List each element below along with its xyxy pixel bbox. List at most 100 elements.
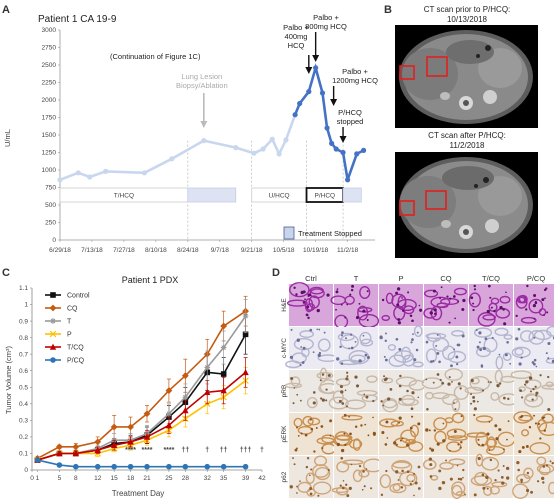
histology-nucleus — [472, 395, 476, 399]
chart-c-xtick-label: 42 — [258, 475, 266, 482]
histology-gland — [490, 297, 500, 305]
chart-c-ylabel: Tumor Volume (cm³) — [4, 345, 13, 414]
histology-cell — [286, 282, 333, 326]
histology-nucleus — [459, 477, 463, 481]
histology-column-header: T — [354, 274, 359, 283]
histology-nucleus — [383, 355, 386, 358]
histology-nucleus — [535, 394, 538, 397]
histology-gland — [426, 332, 442, 343]
panel-c: C Patient 1 PDX Tumor Volume (cm³) Treat… — [2, 267, 266, 498]
histology-nucleus — [470, 393, 472, 396]
histology-nucleus — [320, 425, 324, 428]
histology-nucleus — [310, 468, 313, 471]
significance-mark: **** — [142, 447, 153, 454]
histology-nucleus — [486, 309, 490, 314]
histology-nucleus — [454, 408, 457, 411]
histology-nucleus — [480, 365, 484, 368]
histology-nucleus — [410, 407, 414, 411]
histology-nucleus — [438, 486, 442, 491]
histology-gland — [409, 424, 420, 438]
histology-nucleus — [398, 421, 401, 424]
histology-cell — [466, 413, 516, 456]
histology-nucleus — [300, 432, 303, 435]
chart-c-ytick-label: 0.9 — [19, 318, 28, 325]
histology-nucleus — [477, 443, 480, 446]
histology-nucleus — [365, 468, 368, 470]
histology-nucleus — [306, 305, 310, 309]
histology-nucleus — [372, 399, 375, 403]
histology-nucleus — [499, 382, 502, 385]
data-point-circle — [166, 463, 172, 470]
histology-nucleus — [489, 296, 492, 299]
histology-nucleus — [457, 382, 461, 386]
legend-label: P — [67, 332, 72, 339]
histology-nucleus — [413, 494, 415, 497]
histology-gland — [451, 398, 461, 412]
histology-nucleus — [484, 337, 488, 341]
histology-nucleus — [491, 336, 494, 339]
histology-nucleus — [380, 400, 383, 403]
histology-nucleus — [470, 296, 474, 300]
chart-c-ytick-label: 0.6 — [19, 368, 28, 375]
histology-nucleus — [296, 338, 301, 342]
histology-nucleus — [316, 308, 320, 313]
panel-b: B CT scan prior to P/HCQ: 10/13/2018 CT … — [384, 4, 538, 258]
chart-a-xtick-label: 9/21/18 — [241, 247, 263, 254]
histology-nucleus — [396, 287, 401, 291]
annotation-text: 400mg — [285, 32, 308, 41]
histology-nucleus — [547, 375, 550, 379]
histology-gland — [441, 393, 459, 406]
annotation-text: 1200mg HCQ — [332, 76, 378, 85]
histology-gland — [491, 481, 508, 488]
histology-nucleus — [505, 466, 510, 471]
histology-gland — [529, 442, 551, 455]
histology-gland — [317, 338, 331, 352]
histology-nucleus — [487, 381, 490, 383]
histology-nucleus — [304, 298, 306, 301]
histology-nucleus — [545, 352, 548, 355]
histology-nucleus — [460, 441, 463, 444]
data-point-star — [204, 365, 210, 370]
histology-nucleus — [486, 432, 490, 436]
data-point-diamond — [94, 438, 102, 446]
data-point — [324, 125, 330, 131]
histology-nucleus — [436, 373, 440, 376]
histology-gland — [518, 414, 534, 422]
histology-nucleus — [410, 341, 413, 344]
chart-c-ytick-label: 1.1 — [19, 285, 28, 292]
annotation-arrowhead — [339, 136, 347, 143]
histology-nucleus — [473, 288, 477, 291]
histology-nucleus — [302, 290, 306, 294]
chart-c-series — [34, 295, 249, 470]
histology-gland — [299, 330, 315, 338]
chart-c-ytick-label: 0.7 — [19, 351, 28, 358]
chart-a-xtick-label: 10/19/18 — [303, 247, 329, 254]
histology-nucleus — [348, 347, 350, 350]
histology-nucleus — [397, 318, 401, 321]
histology-nucleus — [413, 358, 417, 362]
histology-nucleus — [547, 342, 551, 346]
histology-nucleus — [372, 416, 374, 419]
histology-nucleus — [534, 422, 537, 425]
histology-nucleus — [525, 445, 529, 448]
chart-a-ytick-label: 0 — [52, 237, 56, 244]
histology-gland — [328, 396, 349, 410]
data-point-triangle — [94, 446, 101, 453]
histology-nucleus — [309, 486, 313, 490]
histology-nucleus — [325, 388, 328, 391]
histology-nucleus — [494, 424, 498, 428]
histology-cell — [469, 453, 513, 498]
histology-gland — [495, 355, 504, 370]
histology-nucleus — [315, 427, 318, 429]
histology-nucleus — [411, 480, 414, 483]
histology-nucleus — [395, 291, 398, 295]
data-point — [306, 89, 312, 95]
histology-nucleus — [336, 442, 340, 447]
histology-nucleus — [479, 348, 483, 352]
histology-nucleus — [406, 443, 410, 447]
histology-nucleus — [398, 397, 402, 401]
histology-nucleus — [313, 450, 316, 453]
treatment-bar — [187, 187, 237, 203]
histology-nucleus — [425, 340, 429, 344]
data-point-triangle — [165, 421, 173, 429]
